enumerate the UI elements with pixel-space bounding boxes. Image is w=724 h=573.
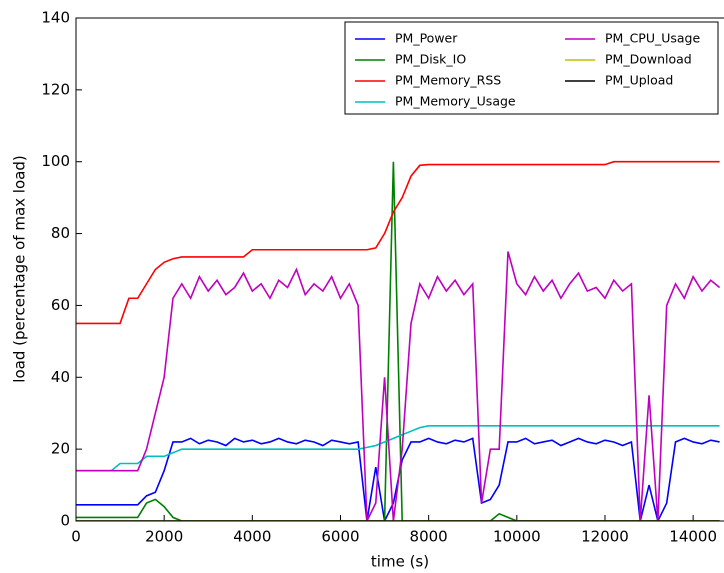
y-axis-label: load (percentage of max load) bbox=[11, 155, 29, 382]
x-tick-label: 0 bbox=[71, 528, 81, 546]
axes-frame bbox=[75, 17, 724, 522]
plot-lines bbox=[76, 160, 721, 521]
x-tick-label: 4000 bbox=[233, 528, 271, 546]
legend-label: PM_Disk_IO bbox=[395, 52, 466, 67]
y-tick-label: 120 bbox=[41, 80, 70, 98]
legend-label: PM_Upload bbox=[605, 73, 673, 88]
y-tick-label: 140 bbox=[41, 9, 70, 27]
x-tick-label: 10000 bbox=[493, 528, 541, 546]
y-tick-label: 80 bbox=[51, 224, 70, 242]
y-tick-label: 40 bbox=[51, 368, 70, 386]
y-tick-label: 100 bbox=[41, 152, 70, 170]
x-tick-label: 12000 bbox=[581, 528, 629, 546]
x-tick-label: 8000 bbox=[410, 528, 448, 546]
legend: PM_Power PM_Disk_IO PM_Memory_RSS PM_Memory… bbox=[344, 21, 719, 115]
x-axis-label: time (s) bbox=[371, 553, 429, 571]
x-tick-label: 14000 bbox=[669, 528, 717, 546]
series-line bbox=[76, 424, 720, 472]
legend-box bbox=[344, 21, 719, 115]
series-line bbox=[76, 160, 720, 325]
x-tick-label: 6000 bbox=[321, 528, 359, 546]
y-tick-label: 0 bbox=[60, 512, 70, 530]
y-tick-label: 60 bbox=[51, 296, 70, 314]
legend-label: PM_Memory_Usage bbox=[395, 94, 516, 109]
y-tick-label: 20 bbox=[51, 440, 70, 458]
legend-label: PM_Download bbox=[605, 52, 692, 67]
legend-label: PM_Power bbox=[395, 31, 458, 46]
legend-label: PM_Memory_RSS bbox=[395, 73, 501, 88]
series-line bbox=[76, 251, 721, 521]
x-tick-label: 2000 bbox=[145, 528, 183, 546]
series-line bbox=[76, 161, 720, 521]
legend-label: PM_CPU_Usage bbox=[605, 31, 700, 46]
